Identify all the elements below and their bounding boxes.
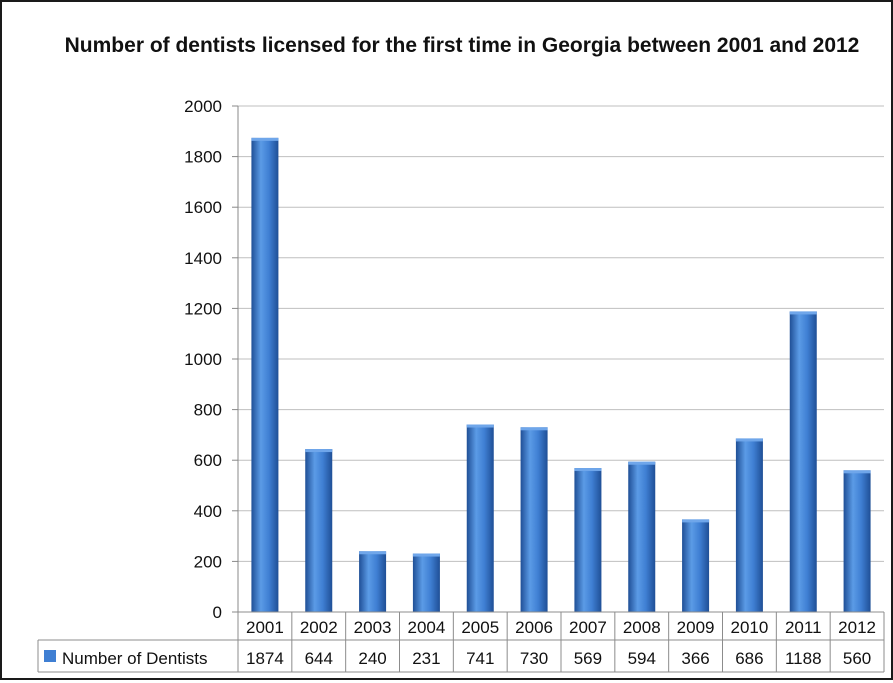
y-tick-label: 800 (194, 401, 222, 420)
bar-top-highlight (251, 137, 279, 141)
y-tick-label: 1600 (184, 198, 222, 217)
gridlines (232, 105, 884, 613)
data-label: 730 (520, 649, 548, 668)
legend-swatch (44, 650, 56, 662)
x-tick-label: 2004 (408, 618, 446, 637)
chart-title: Number of dentists licensed for the firs… (64, 34, 860, 57)
bar (628, 461, 656, 612)
x-tick-label: 2005 (461, 618, 499, 637)
y-axis-tick-labels: 0 200 400 600 800 1000 1200 1400 1600 1800 2000 (184, 97, 222, 622)
bar (251, 137, 279, 613)
x-tick-label: 2008 (623, 618, 661, 637)
bar-top-highlight (789, 311, 817, 315)
y-tick-label: 1800 (184, 148, 222, 167)
x-tick-label: 2003 (354, 618, 392, 637)
data-label: 569 (574, 649, 602, 668)
bar (520, 427, 548, 612)
data-label: 644 (305, 649, 333, 668)
bar-top-highlight (412, 553, 440, 557)
bar-top-highlight (359, 551, 387, 555)
bar-top-highlight (574, 468, 602, 472)
data-label: 741 (466, 649, 494, 668)
x-tick-label: 2007 (569, 618, 607, 637)
x-tick-label: 2011 (785, 618, 822, 637)
y-tick-label: 600 (194, 451, 222, 470)
data-label: 1188 (785, 649, 822, 668)
bar-top-highlight (520, 427, 548, 431)
bar-top-highlight (305, 449, 333, 453)
bar (305, 449, 333, 612)
bar (574, 468, 602, 612)
y-tick-label: 0 (213, 603, 222, 622)
bar-top-highlight (735, 438, 763, 442)
y-tick-label: 1200 (184, 299, 222, 318)
y-tick-label: 2000 (184, 97, 222, 116)
bar-top-highlight (843, 470, 871, 474)
data-table: 2001 2002 2003 2004 2005 2006 2007 2008 2009 2010… (37, 611, 885, 673)
legend-series-name: Number of Dentists (62, 649, 208, 668)
data-label: 1874 (246, 649, 284, 668)
bar (682, 519, 710, 612)
bar (789, 311, 817, 612)
x-tick-label: 2012 (838, 618, 876, 637)
bar-top-highlight (682, 519, 710, 523)
bar (735, 438, 763, 612)
x-tick-label: 2001 (246, 618, 284, 637)
bar-top-highlight (466, 424, 494, 428)
data-label: 594 (628, 649, 656, 668)
bars (251, 137, 871, 613)
bar (843, 470, 871, 612)
data-label: 231 (412, 649, 440, 668)
data-label: 686 (735, 649, 763, 668)
x-tick-label: 2006 (515, 618, 553, 637)
bar (412, 553, 440, 612)
data-label: 560 (843, 649, 871, 668)
data-label: 240 (358, 649, 386, 668)
y-tick-label: 1000 (184, 350, 222, 369)
y-tick-label: 400 (194, 502, 222, 521)
data-label: 366 (681, 649, 709, 668)
x-tick-label: 2009 (677, 618, 715, 637)
y-tick-label: 200 (194, 552, 222, 571)
bar (359, 551, 387, 612)
x-tick-label: 2010 (731, 618, 769, 637)
y-tick-label: 1400 (184, 249, 222, 268)
bar (466, 424, 494, 612)
x-tick-label: 2002 (300, 618, 338, 637)
bar-top-highlight (628, 461, 656, 465)
